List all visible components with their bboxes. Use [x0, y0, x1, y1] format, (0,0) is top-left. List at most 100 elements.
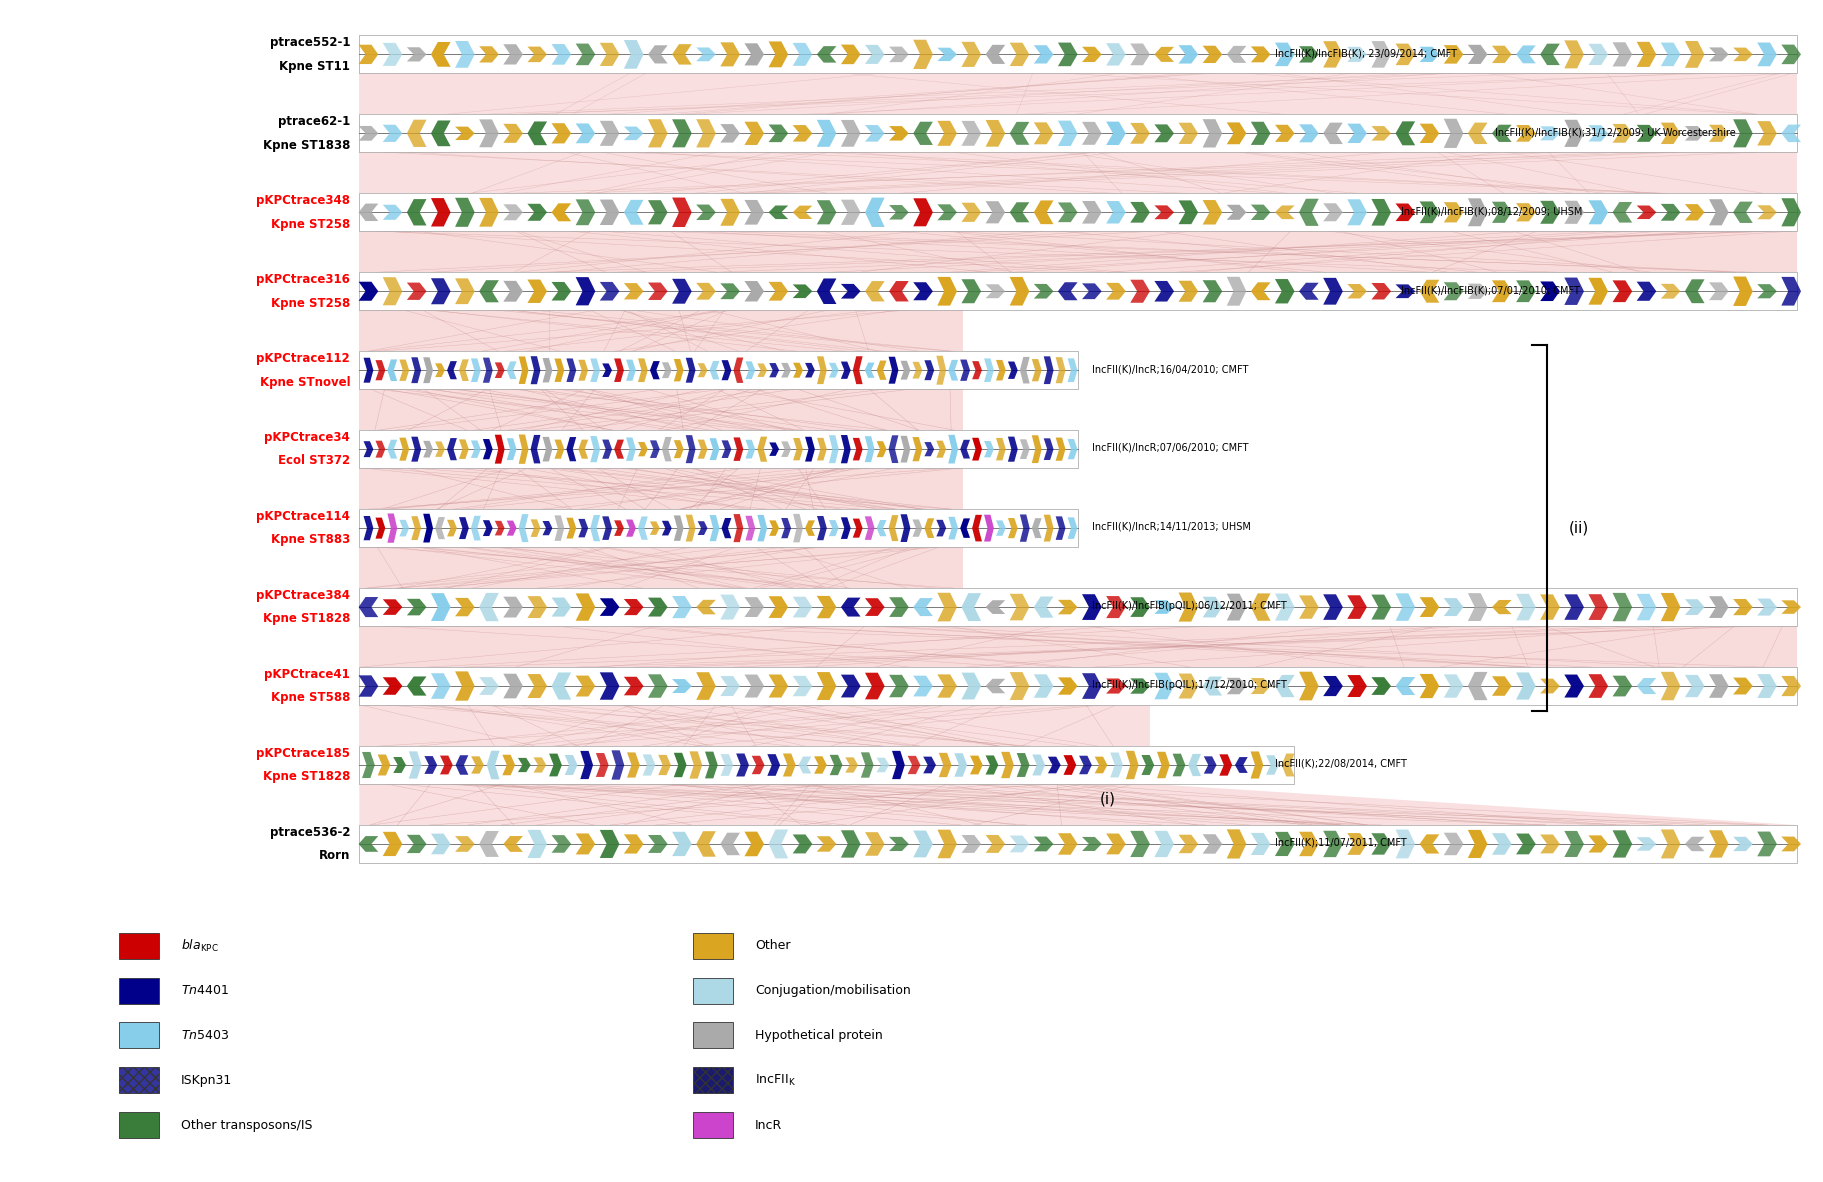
Polygon shape: [912, 437, 922, 461]
Polygon shape: [888, 435, 899, 463]
Polygon shape: [685, 435, 695, 463]
Polygon shape: [1125, 751, 1138, 779]
Polygon shape: [1251, 752, 1263, 779]
Polygon shape: [363, 441, 374, 457]
Polygon shape: [1708, 830, 1728, 858]
Polygon shape: [840, 518, 850, 539]
Polygon shape: [1081, 201, 1101, 223]
Polygon shape: [1635, 678, 1655, 694]
Polygon shape: [1564, 278, 1582, 305]
Text: ISKpn31: ISKpn31: [180, 1074, 232, 1086]
Polygon shape: [829, 755, 842, 775]
Polygon shape: [1564, 595, 1582, 619]
Polygon shape: [1371, 833, 1391, 855]
Polygon shape: [1347, 675, 1365, 697]
Polygon shape: [503, 44, 523, 65]
Polygon shape: [430, 278, 450, 304]
Polygon shape: [840, 830, 860, 858]
Polygon shape: [1564, 40, 1582, 69]
Polygon shape: [527, 596, 547, 618]
Polygon shape: [1708, 596, 1728, 618]
Polygon shape: [1491, 280, 1511, 303]
Polygon shape: [913, 676, 932, 696]
Polygon shape: [840, 598, 860, 617]
Polygon shape: [1201, 200, 1221, 225]
Text: IncFII(K)/IncFIB(K);08/12/2009; UHSM: IncFII(K)/IncFIB(K);08/12/2009; UHSM: [1400, 206, 1582, 216]
Polygon shape: [877, 758, 890, 772]
Text: IncFII(K);22/08/2014, CMFT: IncFII(K);22/08/2014, CMFT: [1274, 759, 1406, 768]
Polygon shape: [1251, 204, 1271, 220]
Polygon shape: [1515, 45, 1535, 64]
Text: IncFII(K)/IncFIB(K);07/01/2010; CMFT: IncFII(K)/IncFIB(K);07/01/2010; CMFT: [1400, 285, 1579, 296]
Polygon shape: [647, 282, 667, 300]
Text: pKPCtrace316: pKPCtrace316: [257, 273, 350, 286]
Polygon shape: [937, 121, 957, 145]
Polygon shape: [1081, 122, 1101, 144]
Polygon shape: [1661, 43, 1679, 66]
Polygon shape: [483, 520, 492, 537]
Polygon shape: [614, 440, 623, 459]
Text: pKPCtrace384: pKPCtrace384: [255, 589, 350, 602]
Polygon shape: [913, 598, 932, 616]
Polygon shape: [1227, 46, 1245, 63]
Polygon shape: [1732, 119, 1752, 148]
Polygon shape: [1251, 122, 1271, 145]
Polygon shape: [722, 518, 731, 538]
Polygon shape: [1588, 674, 1608, 697]
Polygon shape: [959, 519, 970, 538]
Polygon shape: [1227, 204, 1245, 220]
Polygon shape: [1539, 281, 1559, 301]
Polygon shape: [853, 356, 862, 384]
Polygon shape: [1178, 201, 1198, 225]
Polygon shape: [793, 597, 811, 617]
Polygon shape: [673, 440, 684, 459]
Polygon shape: [386, 359, 397, 381]
Polygon shape: [1322, 278, 1342, 305]
Polygon shape: [922, 756, 935, 773]
Polygon shape: [1187, 754, 1200, 777]
Polygon shape: [793, 363, 802, 378]
Polygon shape: [479, 593, 498, 622]
Polygon shape: [1444, 45, 1462, 64]
Polygon shape: [638, 517, 647, 540]
Polygon shape: [1056, 437, 1065, 461]
Polygon shape: [1141, 755, 1154, 775]
Polygon shape: [1588, 200, 1608, 225]
Polygon shape: [767, 41, 788, 67]
Polygon shape: [376, 441, 385, 457]
Polygon shape: [527, 122, 547, 145]
Text: ptrace536-2: ptrace536-2: [270, 826, 350, 838]
Polygon shape: [1227, 677, 1245, 694]
Polygon shape: [479, 197, 498, 227]
Polygon shape: [984, 755, 997, 774]
Polygon shape: [888, 46, 908, 63]
Polygon shape: [363, 517, 374, 540]
Polygon shape: [1154, 831, 1174, 857]
Polygon shape: [844, 758, 857, 773]
Text: pKPCtrace112: pKPCtrace112: [257, 352, 350, 365]
Polygon shape: [1008, 436, 1017, 462]
Polygon shape: [1282, 754, 1294, 777]
Polygon shape: [1418, 47, 1438, 61]
Polygon shape: [1612, 593, 1632, 622]
Bar: [359, 746, 1293, 784]
Polygon shape: [1588, 836, 1608, 852]
Polygon shape: [959, 359, 970, 381]
Polygon shape: [1756, 598, 1776, 616]
Polygon shape: [430, 674, 450, 699]
Polygon shape: [479, 46, 498, 63]
Polygon shape: [662, 521, 671, 535]
Polygon shape: [503, 597, 523, 617]
Polygon shape: [1468, 593, 1488, 621]
Polygon shape: [913, 831, 932, 857]
Polygon shape: [1274, 832, 1294, 856]
Polygon shape: [888, 597, 908, 617]
Polygon shape: [1298, 46, 1318, 63]
Bar: [359, 589, 1796, 626]
Polygon shape: [864, 832, 884, 856]
Polygon shape: [1708, 125, 1728, 142]
Polygon shape: [1015, 753, 1028, 777]
Polygon shape: [1371, 595, 1391, 619]
Polygon shape: [576, 44, 594, 65]
Polygon shape: [383, 278, 403, 305]
